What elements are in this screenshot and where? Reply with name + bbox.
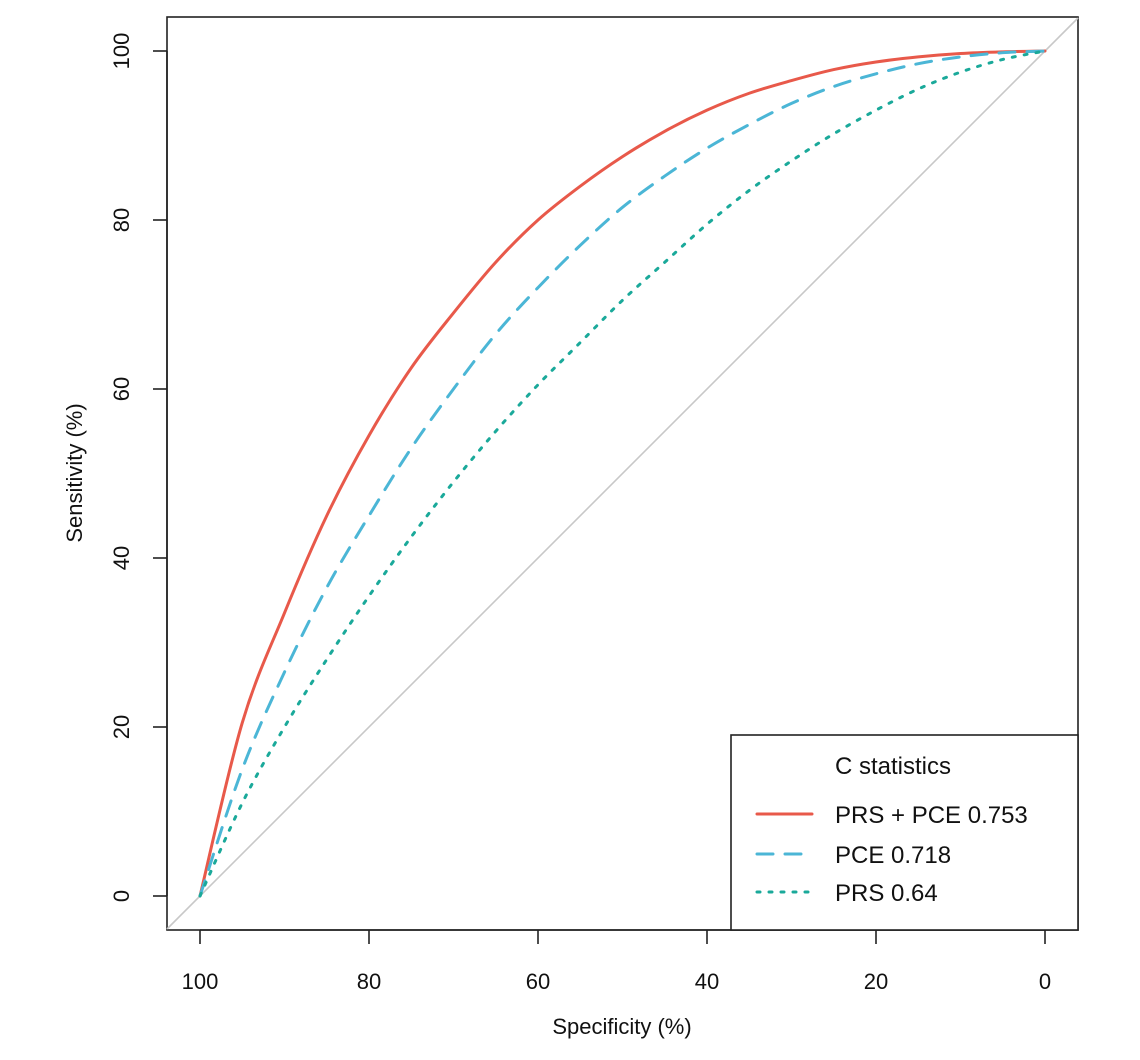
y-axis-title: Sensitivity (%) <box>62 403 87 542</box>
series-layer <box>198 49 1047 898</box>
x-tick-label-5: 0 <box>1039 969 1051 994</box>
x-tick-label-2: 60 <box>526 969 550 994</box>
x-tick-label-3: 40 <box>695 969 719 994</box>
reference-diagonal-line <box>166 17 1079 930</box>
y-tick-label-2: 40 <box>109 546 134 570</box>
series-line-1 <box>198 49 1047 898</box>
y-tick-label-0: 0 <box>109 890 134 902</box>
y-tick-label-3: 60 <box>109 377 134 401</box>
legend-title: C statistics <box>835 753 951 780</box>
x-tick-label-1: 80 <box>357 969 381 994</box>
y-tick-label-4: 80 <box>109 208 134 232</box>
series-line-0 <box>198 49 1047 898</box>
y-tick-label-5: 100 <box>109 33 134 70</box>
legend-entries: PRS + PCE 0.753 PCE 0.718 PRS 0.64 <box>755 802 1028 907</box>
x-axis-title: Specificity (%) <box>552 1014 691 1039</box>
x-tick-label-4: 20 <box>864 969 888 994</box>
y-tick-label-1: 20 <box>109 715 134 739</box>
reference-diagonal-layer <box>166 17 1079 930</box>
legend-label-1: PCE 0.718 <box>835 842 951 869</box>
legend-label-2: PRS 0.64 <box>835 880 938 907</box>
x-axis: 100 80 60 40 20 0 <box>182 929 1051 994</box>
x-tick-label-0: 100 <box>182 969 219 994</box>
legend-label-0: PRS + PCE 0.753 <box>835 802 1028 829</box>
legend-box <box>730 734 1079 931</box>
y-axis: 0 20 40 60 80 100 <box>109 33 168 902</box>
